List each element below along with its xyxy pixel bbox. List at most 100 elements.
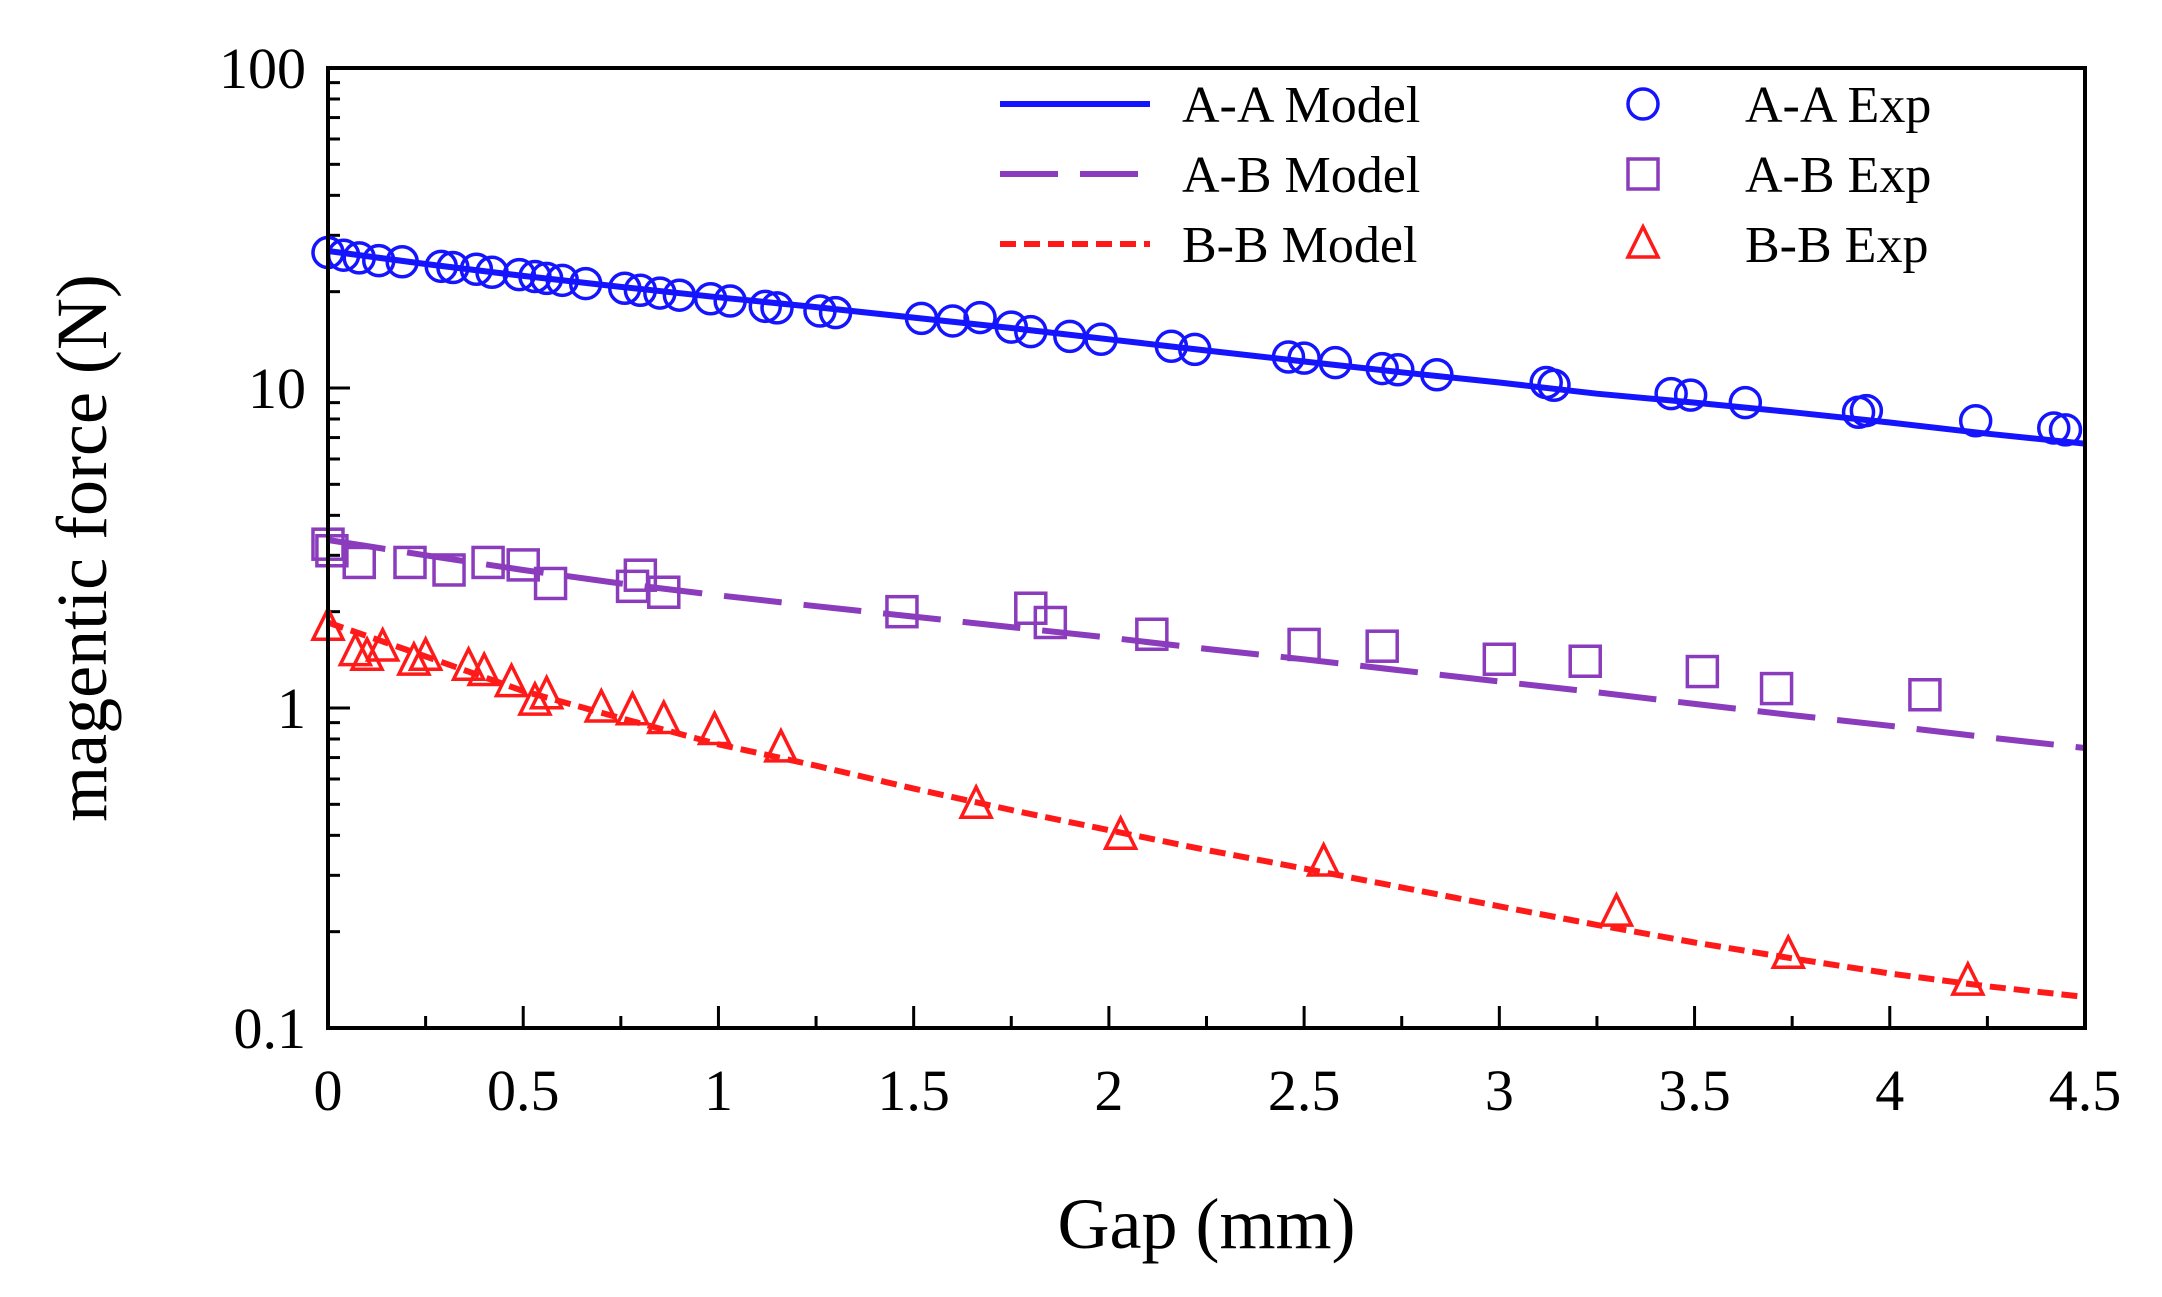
x-tick-label: 0 [314,1058,343,1123]
a-a-exp-point [362,243,396,278]
a-b-exp-point [432,553,466,587]
b-b-exp-point [396,640,432,676]
b-b-exp-point [958,783,994,820]
a-a-exp-point [1014,314,1048,349]
a-a-exp-point [424,249,458,284]
plot-frame [326,66,2087,1030]
a-b-exp-point [1482,642,1517,677]
a-b-exp-point [1568,644,1602,678]
y-tick-labels: 0.1 1 10 100 [219,36,306,1061]
a-a-exp-point [693,282,728,316]
x-tick-label: 3 [1485,1058,1514,1123]
a-a-exp-point [607,271,642,305]
x-tick-label: 0.5 [487,1058,560,1123]
x-tick-label: 2.5 [1268,1058,1341,1123]
a-a-exp-point [1287,341,1321,375]
a-b-exp-point [342,545,376,580]
x-tick-label: 4 [1875,1058,1904,1123]
a-b-exp-point [1033,605,1068,640]
a-a-exp-point [963,300,997,335]
y-axis-title: magentic force (N) [42,274,122,822]
a-a-exp-point [1365,351,1399,386]
a-a-exp-point [1420,358,1454,392]
a-a-exp-point [1728,385,1763,420]
b-b-exp-point [349,635,385,672]
a-a-exp-points [311,235,2083,447]
b-b-exp-point [528,673,565,710]
a-a-exp-point [385,245,419,279]
a-b-exp-point [885,594,919,629]
a-a-exp-point [1849,393,1884,428]
a-a-exp-point [1154,329,1189,364]
legend-a-b-exp-swatch [1626,157,1660,191]
a-a-exp-point [643,276,677,310]
b-b-model-line [327,619,2086,1000]
a-b-exp-point [315,534,349,568]
a-b-exp-point [1908,678,1942,712]
legend-a-a-model-label: A-A Model [1182,77,1420,134]
a-a-exp-point [935,304,970,338]
a-b-exp-point [623,558,658,592]
b-b-exp-point [583,686,620,723]
a-a-exp-point [1958,404,1993,438]
legend-a-b-model-label: A-B Model [1182,147,1420,204]
y-tick-label: 0.1 [234,996,307,1061]
legend-b-b-model-label: B-B Model [1182,217,1417,274]
a-b-exp-point [647,575,681,609]
a-a-exp-point [623,273,658,308]
x-axis-title: Gap (mm) [1058,1184,1356,1264]
legend-a-a-exp-swatch [1626,87,1660,121]
a-b-model-line [327,537,2086,751]
b-b-exp-point [493,661,530,698]
a-a-exp-point [1537,368,1571,402]
a-a-exp-point [2048,413,2083,447]
legend-b-b-exp-swatch [1625,222,1661,259]
x-tick-labels: 0 0.5 1 1.5 2 2.5 3 3.5 4 4.5 [314,1058,2122,1123]
a-a-exp-point [760,291,794,325]
b-b-exp-point [517,680,553,716]
legend-b-b-exp-label: B-B Exp [1745,217,1928,274]
x-tick-label: 3.5 [1658,1058,1731,1123]
a-a-exp-point [994,310,1029,344]
b-b-exp-point [466,650,503,687]
b-b-exp-points [310,605,1986,996]
a-a-exp-point [748,289,783,324]
x-tick-label: 2 [1094,1058,1123,1123]
b-b-exp-point [364,625,401,662]
a-a-exp-point [518,259,552,294]
b-b-exp-point [696,709,733,746]
b-b-exp-point [1102,814,1139,851]
b-b-exp-point [1305,840,1342,877]
a-a-exp-point [2037,411,2071,445]
x-tick-label: 1 [704,1058,733,1123]
a-b-exp-point [1759,671,1794,706]
axis-ticks [326,66,2087,1030]
b-b-exp-point [645,698,682,735]
a-a-exp-point [713,284,747,318]
a-a-exp-point [529,261,564,296]
a-b-exp-point [1135,617,1169,652]
a-b-exp-point [1685,654,1720,689]
b-b-exp-point [1770,933,1807,969]
a-a-exp-point [475,255,509,289]
y-tick-label: 1 [277,676,306,741]
a-b-exp-points [311,527,1942,712]
a-b-exp-point [471,545,505,580]
x-tick-label: 4.5 [2049,1058,2122,1123]
model-lines [327,248,2086,1000]
legend-a-b-exp-label: A-B Exp [1745,147,1931,204]
b-b-exp-point [450,645,487,681]
legend-a-a-exp-label: A-A Exp [1745,77,1931,134]
a-a-model-line [327,248,2086,447]
b-b-exp-point [1598,891,1635,927]
a-b-exp-point [506,548,540,582]
a-a-exp-point [1084,322,1118,357]
x-tick-label: 1.5 [877,1058,950,1123]
b-b-exp-point [407,635,444,672]
a-a-exp-point [502,257,537,292]
a-a-exp-point [1673,378,1708,412]
y-tick-label: 100 [219,36,306,101]
a-a-exp-point [436,250,470,285]
a-a-exp-point [818,295,853,330]
a-b-exp-point [533,566,568,601]
